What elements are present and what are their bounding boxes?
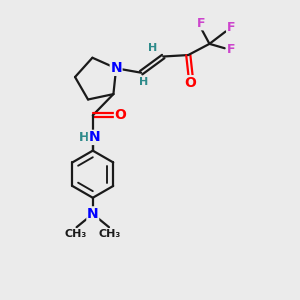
Text: N: N: [88, 130, 100, 144]
Text: CH₃: CH₃: [98, 229, 121, 239]
Text: N: N: [87, 207, 99, 221]
Text: O: O: [185, 76, 197, 90]
Text: F: F: [226, 43, 235, 56]
Text: O: O: [115, 108, 126, 122]
Text: N: N: [110, 61, 122, 75]
Text: F: F: [227, 22, 235, 34]
Text: H: H: [140, 77, 149, 87]
Text: H: H: [80, 131, 90, 144]
Text: F: F: [197, 17, 206, 30]
Text: H: H: [148, 43, 158, 53]
Text: CH₃: CH₃: [65, 229, 87, 239]
